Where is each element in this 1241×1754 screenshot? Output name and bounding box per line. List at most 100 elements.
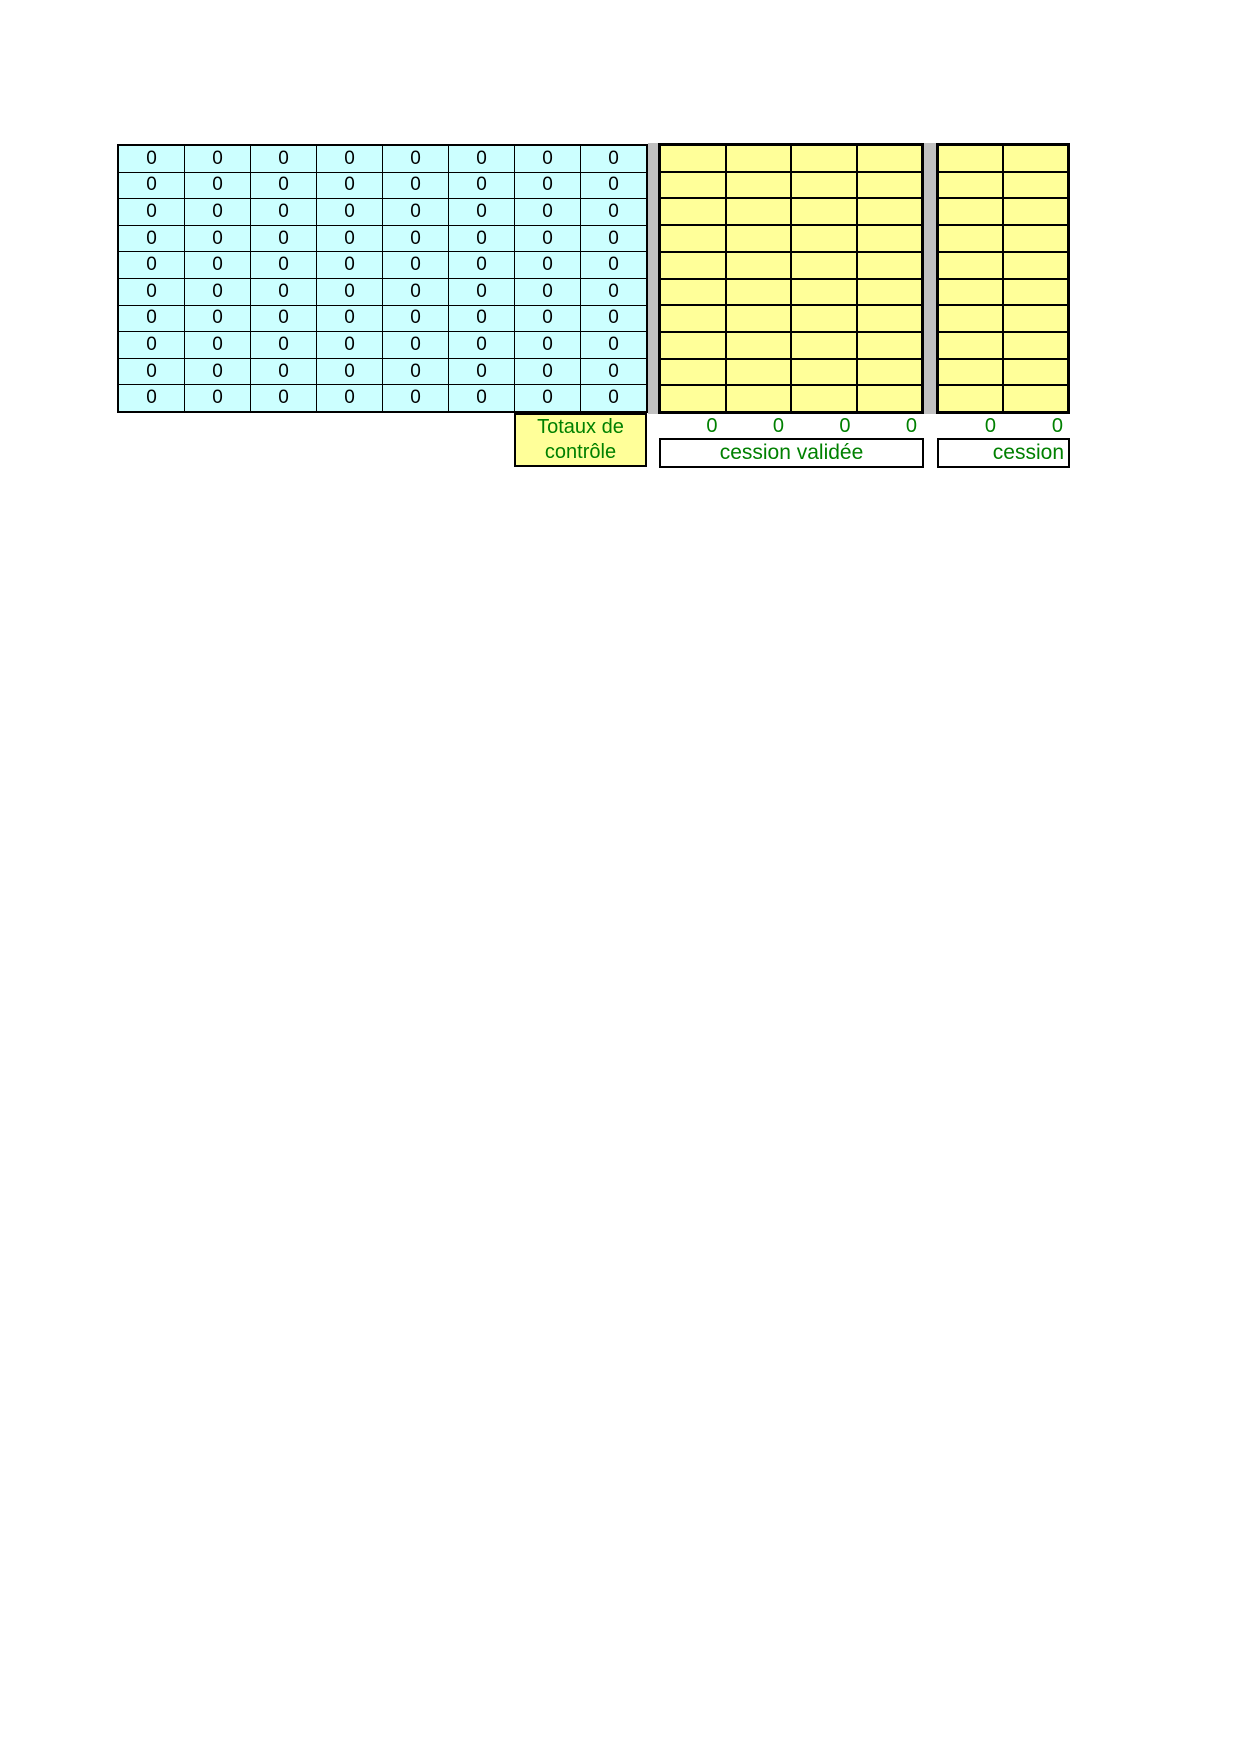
cession-validee-cell[interactable]: [661, 252, 725, 278]
control-cell[interactable]: 0: [515, 225, 580, 252]
cession-validee-cell[interactable]: [792, 172, 856, 198]
cession-second-cell[interactable]: [939, 252, 1002, 278]
control-cell[interactable]: 0: [317, 225, 382, 252]
control-cell[interactable]: 0: [185, 305, 250, 332]
control-cell[interactable]: 0: [317, 252, 382, 278]
cession-second-cell[interactable]: [939, 359, 1002, 385]
control-cell[interactable]: 0: [383, 279, 448, 305]
cession-second-cell[interactable]: [939, 146, 1002, 171]
control-cell[interactable]: 0: [251, 279, 316, 305]
cession-second-cell[interactable]: [939, 172, 1002, 198]
cession-second-cell[interactable]: [1004, 279, 1067, 305]
control-cell[interactable]: 0: [119, 385, 184, 411]
control-cell[interactable]: 0: [119, 199, 184, 225]
cession-validee-cell[interactable]: [857, 359, 921, 385]
control-cell[interactable]: 0: [449, 358, 514, 385]
control-cell[interactable]: 0: [185, 225, 250, 252]
control-cell[interactable]: 0: [515, 385, 580, 411]
control-cell[interactable]: 0: [515, 279, 580, 305]
control-cell[interactable]: 0: [449, 385, 514, 411]
cession-validee-cell[interactable]: [857, 279, 921, 305]
control-cell[interactable]: 0: [185, 199, 250, 225]
control-cell[interactable]: 0: [119, 279, 184, 305]
cession-validee-cell[interactable]: [661, 332, 725, 358]
cession-validee-cell[interactable]: [661, 279, 725, 305]
cession-second-cell[interactable]: [1004, 359, 1067, 385]
control-cell[interactable]: 0: [581, 252, 646, 278]
cession-validee-cell[interactable]: [857, 172, 921, 198]
cession-validee-cell[interactable]: [792, 252, 856, 278]
control-cell[interactable]: 0: [251, 146, 316, 172]
control-cell[interactable]: 0: [515, 252, 580, 278]
cession-validee-cell[interactable]: [792, 332, 856, 358]
cession-validee-cell[interactable]: [857, 306, 921, 331]
control-cell[interactable]: 0: [383, 199, 448, 225]
control-cell[interactable]: 0: [515, 332, 580, 358]
control-cell[interactable]: 0: [317, 358, 382, 385]
control-cell[interactable]: 0: [515, 172, 580, 199]
cession-validee-cell[interactable]: [792, 386, 856, 411]
control-cell[interactable]: 0: [383, 225, 448, 252]
cession-validee-cell[interactable]: [661, 359, 725, 385]
control-cell[interactable]: 0: [119, 172, 184, 199]
cession-validee-cell[interactable]: [792, 199, 856, 225]
cession-validee-cell[interactable]: [792, 279, 856, 305]
cession-validee-cell[interactable]: [661, 386, 725, 411]
cession-validee-cell[interactable]: [726, 199, 790, 225]
control-cell[interactable]: 0: [581, 199, 646, 225]
cession-validee-cell[interactable]: [726, 172, 790, 198]
cession-second-cell[interactable]: [1004, 226, 1067, 251]
cession-validee-cell[interactable]: [792, 146, 856, 171]
control-cell[interactable]: 0: [185, 252, 250, 278]
cession-second-cell[interactable]: [1004, 332, 1067, 358]
control-cell[interactable]: 0: [581, 146, 646, 172]
control-cell[interactable]: 0: [581, 225, 646, 252]
control-cell[interactable]: 0: [449, 199, 514, 225]
control-cell[interactable]: 0: [119, 358, 184, 385]
control-cell[interactable]: 0: [185, 172, 250, 199]
control-cell[interactable]: 0: [383, 305, 448, 332]
cession-validee-cell[interactable]: [726, 332, 790, 358]
cession-validee-cell[interactable]: [726, 359, 790, 385]
control-cell[interactable]: 0: [119, 332, 184, 358]
control-cell[interactable]: 0: [383, 172, 448, 199]
control-cell[interactable]: 0: [251, 225, 316, 252]
control-cell[interactable]: 0: [449, 172, 514, 199]
control-cell[interactable]: 0: [581, 305, 646, 332]
cession-second-cell[interactable]: [1004, 386, 1067, 411]
control-cell[interactable]: 0: [383, 252, 448, 278]
cession-second-cell[interactable]: [939, 199, 1002, 225]
cession-validee-cell[interactable]: [857, 146, 921, 171]
cession-validee-cell[interactable]: [661, 226, 725, 251]
control-cell[interactable]: 0: [251, 358, 316, 385]
control-cell[interactable]: 0: [515, 305, 580, 332]
cession-validee-cell[interactable]: [857, 252, 921, 278]
cession-validee-cell[interactable]: [857, 199, 921, 225]
control-cell[interactable]: 0: [581, 332, 646, 358]
cession-validee-cell[interactable]: [792, 306, 856, 331]
control-cell[interactable]: 0: [317, 279, 382, 305]
cession-second-cell[interactable]: [1004, 172, 1067, 198]
control-cell[interactable]: 0: [383, 332, 448, 358]
control-cell[interactable]: 0: [317, 199, 382, 225]
cession-second-cell[interactable]: [939, 306, 1002, 331]
control-cell[interactable]: 0: [251, 385, 316, 411]
control-cell[interactable]: 0: [383, 146, 448, 172]
control-cell[interactable]: 0: [119, 225, 184, 252]
control-cell[interactable]: 0: [515, 358, 580, 385]
control-cell[interactable]: 0: [317, 305, 382, 332]
control-cell[interactable]: 0: [185, 385, 250, 411]
control-cell[interactable]: 0: [449, 305, 514, 332]
cession-second-cell[interactable]: [1004, 199, 1067, 225]
cession-second-cell[interactable]: [939, 332, 1002, 358]
cession-validee-cell[interactable]: [726, 226, 790, 251]
control-cell[interactable]: 0: [383, 385, 448, 411]
control-cell[interactable]: 0: [581, 358, 646, 385]
cession-second-cell[interactable]: [1004, 306, 1067, 331]
control-cell[interactable]: 0: [449, 332, 514, 358]
control-cell[interactable]: 0: [317, 332, 382, 358]
cession-second-cell[interactable]: [939, 386, 1002, 411]
cession-validee-cell[interactable]: [726, 306, 790, 331]
cession-validee-cell[interactable]: [792, 359, 856, 385]
control-cell[interactable]: 0: [581, 172, 646, 199]
